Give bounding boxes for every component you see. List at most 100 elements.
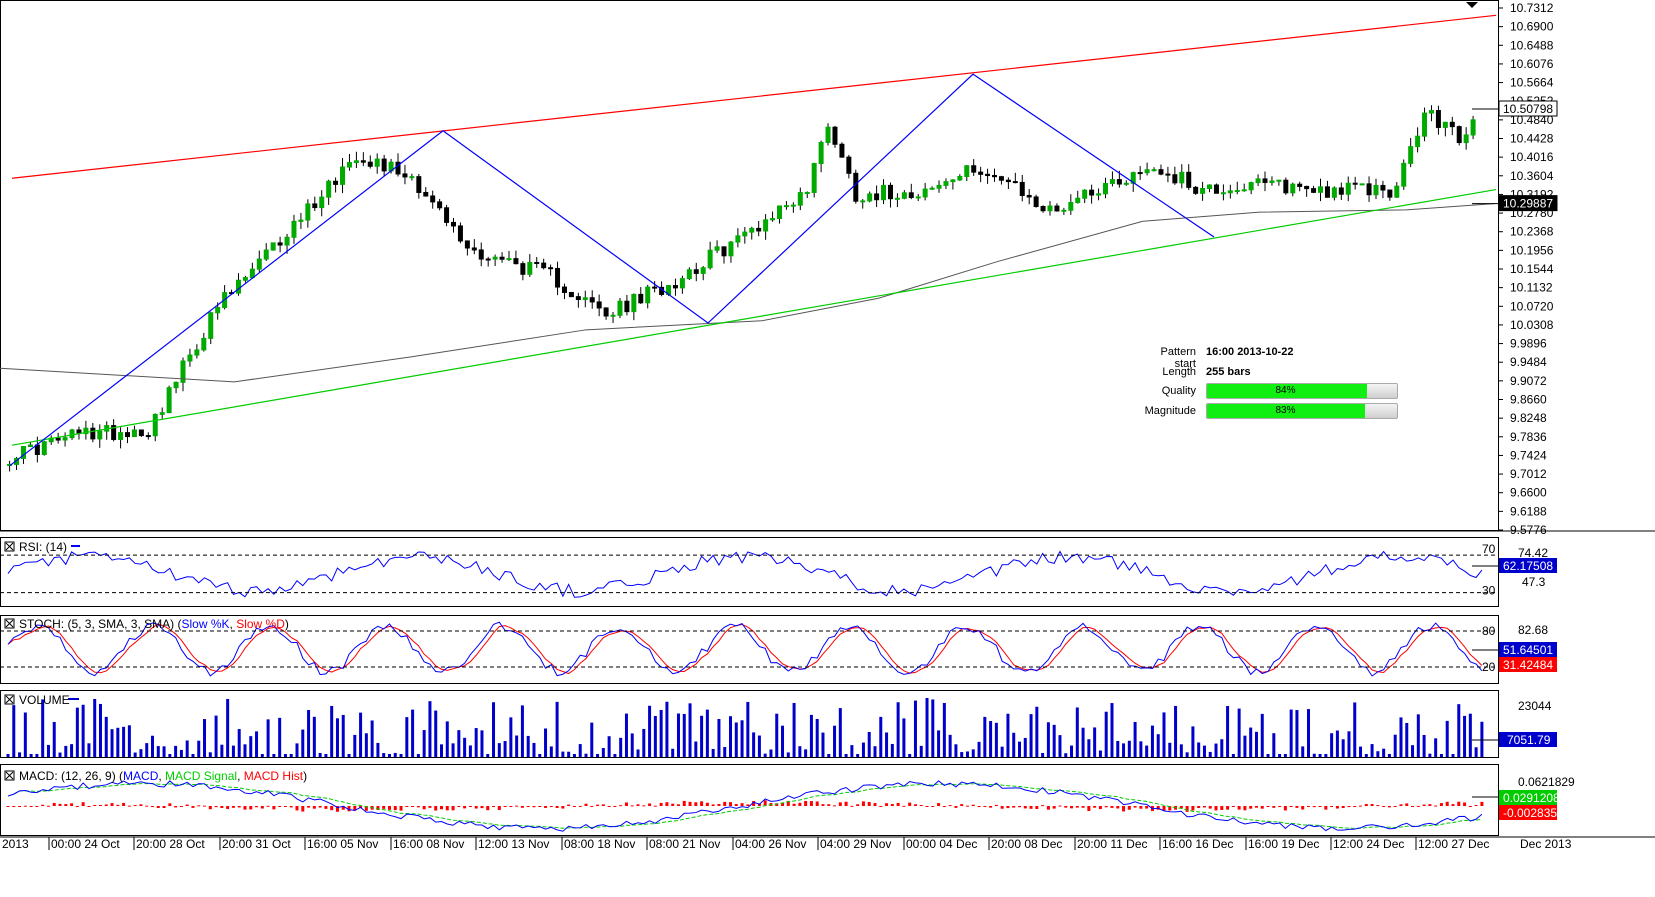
candle-body <box>874 193 880 201</box>
macd-hist-bar <box>122 802 126 806</box>
candle-body <box>998 176 1004 181</box>
macd-hist-bar <box>861 801 865 806</box>
candle-body <box>478 249 484 260</box>
macd-hist-bar <box>434 806 438 811</box>
time-tick-label: 16:00 16 Dec <box>1162 837 1233 851</box>
time-tick-label: 16:00 05 Nov <box>307 837 378 851</box>
macd-hist-bar <box>151 805 154 807</box>
macd-hist-bar <box>1220 806 1224 810</box>
macd-hist-bar <box>1231 806 1235 807</box>
macd-hist-bar <box>1439 803 1443 806</box>
macd-hist-bar <box>1307 805 1310 807</box>
macd-hist-bar <box>1278 806 1282 807</box>
volume-bar <box>1451 754 1455 757</box>
macd-hist-bar <box>451 806 455 811</box>
volume-current-box <box>1499 732 1557 747</box>
rsi-axis-label-mid: 47.3 <box>1522 575 1546 589</box>
macd-hist-bar <box>214 806 218 808</box>
volume-bar <box>1289 709 1293 757</box>
price-tick-label: 10.6900 <box>1510 20 1554 34</box>
candle-body <box>374 158 380 167</box>
candle-body <box>1345 182 1351 195</box>
volume-bar <box>289 754 293 757</box>
volume-bar <box>1249 727 1253 757</box>
macd-hist-bar <box>335 806 339 812</box>
volume-bar <box>913 700 917 757</box>
time-tick-label: 20:00 31 Oct <box>222 837 291 851</box>
macd-hist-bar <box>1283 806 1287 811</box>
price-axis: 10.731210.690010.648810.607610.566410.52… <box>1498 1 1554 537</box>
volume-bar <box>729 716 732 757</box>
volume-bar <box>798 746 802 757</box>
volume-bar <box>861 742 865 757</box>
macd-hist-bar <box>827 804 831 806</box>
candle-body <box>180 360 186 383</box>
volume-bar <box>1208 751 1212 757</box>
price-tick-label: 9.6600 <box>1510 486 1547 500</box>
volume-bar <box>445 721 449 757</box>
volume-bar <box>1214 743 1218 757</box>
candle-body <box>208 312 214 339</box>
volume-bar <box>127 725 131 757</box>
macd-hist-bar <box>509 806 513 807</box>
candle-body <box>83 427 89 435</box>
volume-bar <box>411 709 415 757</box>
candle-body <box>1324 186 1330 198</box>
volume-bar <box>983 716 987 757</box>
candle-body <box>839 143 845 158</box>
volume-bar <box>422 730 426 757</box>
volume-bar <box>179 749 183 757</box>
volume-bar <box>376 742 380 757</box>
candle-body <box>90 427 96 440</box>
volume-bar <box>208 752 212 757</box>
volume-bar <box>486 754 490 757</box>
macd-line <box>7 780 1483 832</box>
macd-hist-bar <box>1324 806 1328 810</box>
macd-hist-bar <box>1075 806 1079 808</box>
macd-hist-bar <box>1191 806 1195 811</box>
macd-hist-bar <box>468 806 472 807</box>
macd-hist-bar <box>965 805 969 807</box>
macd-hist-bar <box>850 805 854 807</box>
macd-hist-bar <box>1058 805 1062 807</box>
candle-body <box>714 246 720 251</box>
volume-bar <box>1237 708 1241 757</box>
candle-body <box>1366 183 1372 196</box>
panel-frame-stoch <box>0 615 1499 684</box>
volume-bar <box>1422 734 1426 757</box>
candle-body <box>1186 171 1192 188</box>
stoch-title-part: Slow %D <box>236 617 285 631</box>
macd-hist-bar <box>1122 806 1126 812</box>
candle-body <box>27 444 33 448</box>
volume-bar <box>925 698 929 757</box>
candle-body <box>1200 187 1206 194</box>
candle-body <box>693 269 699 274</box>
volume-bar <box>960 752 964 757</box>
macd-hist-bar <box>301 806 305 812</box>
macd-hist-bar <box>1422 804 1426 806</box>
candle-body <box>1096 193 1102 196</box>
macd-hist-bar <box>653 805 657 807</box>
volume-bar <box>734 722 738 757</box>
macd-hist-bar <box>1457 801 1461 806</box>
macd-hist-bar <box>1006 806 1010 809</box>
volume-bar <box>81 704 85 757</box>
stoch-title-close-icon <box>5 619 14 628</box>
candle-body <box>235 279 241 294</box>
volume-bar <box>75 707 79 757</box>
macd-hist-bar <box>1127 806 1131 810</box>
volume-bar <box>52 721 56 757</box>
candle-body <box>548 267 554 270</box>
volume-bar <box>1018 741 1021 757</box>
volume-bar <box>613 754 617 757</box>
volume-bar <box>283 754 287 757</box>
pattern-info-box: Pattern start 16:00 2013-10-22 Length 25… <box>1140 343 1410 421</box>
volume-bar <box>347 754 351 757</box>
rsi-level-30-label: 30 <box>1482 584 1496 598</box>
volume-bar <box>1075 707 1079 757</box>
candle-body <box>1422 112 1428 137</box>
stoch-k-text: 51.64501 <box>1503 643 1553 657</box>
volume-bar <box>561 751 565 757</box>
stoch-level-20-label: 20 <box>1482 660 1496 674</box>
candle-body <box>430 195 436 203</box>
